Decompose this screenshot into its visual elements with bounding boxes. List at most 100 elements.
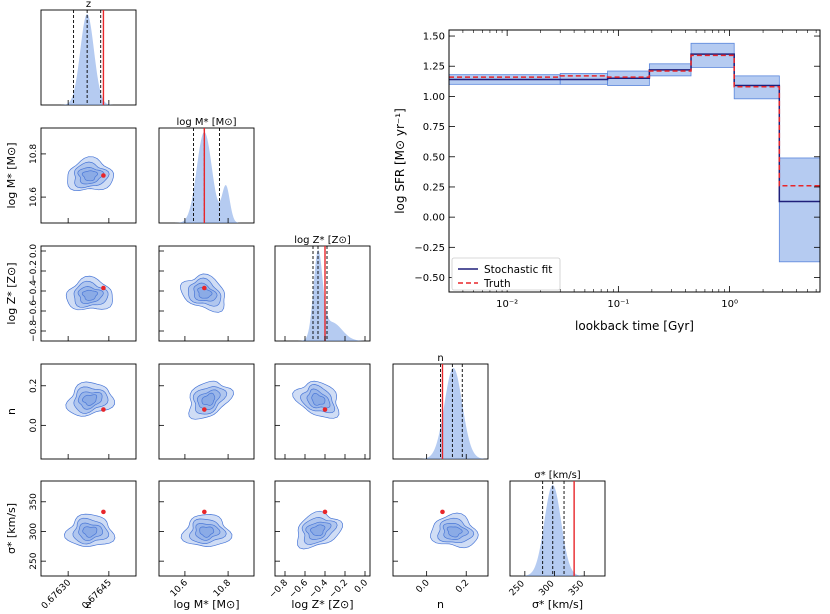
contour-level-1: [292, 380, 340, 419]
x-tick-label-z: 0.67630: [40, 578, 74, 612]
pair-panel-n-sigma: 0.0 0.2: [392, 480, 489, 595]
x-tick-label-sigma: 300: [537, 579, 556, 598]
panel-frame: [274, 363, 371, 460]
pair-panel-logZ-n: [274, 363, 371, 460]
truth-point: [202, 509, 207, 515]
truth-point: [101, 509, 106, 515]
x-tick-label-logZ: 0.0: [353, 578, 370, 595]
pair-panel-logZ-sigma: −0.8−0.6−0.4−0.2 0.0: [268, 480, 371, 601]
panel-frame: [40, 363, 137, 460]
truth-point: [101, 173, 106, 178]
contour-level-2: [73, 280, 109, 308]
contour-level-2: [437, 517, 475, 544]
contour-level-2: [301, 517, 338, 545]
pair-panel-logM-sigma: 10.6 10.8: [158, 480, 255, 599]
marginal-panel-z: z: [40, 0, 137, 106]
panel-frame: [274, 480, 371, 577]
y-tick-label-n: 0.2: [29, 379, 39, 393]
truth-point: [202, 407, 207, 412]
y-axis-label: log SFR [M⊙ yr⁻¹]: [393, 108, 407, 214]
y-tick-label-logZ: 0.0: [29, 244, 39, 259]
contour-level-1: [67, 156, 115, 191]
x-tick-label: 10⁻¹: [607, 299, 629, 310]
y-tick-label: 1.50: [423, 32, 445, 43]
y-tick-label-sigma: 300: [29, 523, 39, 540]
marginal-title-logZ: log Z* [Z⊙]: [294, 235, 351, 246]
marginal-density-logM: [159, 132, 254, 223]
pair-panel-z-logM: 10.6 10.8: [29, 127, 137, 224]
y-tick-label: 1.00: [423, 92, 445, 103]
contour-level-4: [311, 392, 326, 406]
x-tick-label-n: 0.2: [454, 578, 471, 595]
y-tick-label-logZ: −0.8: [29, 320, 39, 342]
panel-frame: [40, 127, 137, 224]
x-axis-label: lookback time [Gyr]: [575, 319, 694, 333]
panel-frame: [392, 480, 489, 577]
pair-panel-logM-n: [158, 363, 255, 460]
contour-level-2: [192, 386, 228, 415]
x-axis-label-logZ: log Z* [Z⊙]: [291, 598, 353, 611]
legend-label: Stochastic fit: [484, 264, 552, 276]
contour-level-1: [63, 513, 116, 548]
truth-point: [101, 407, 106, 412]
y-tick-label: 1.25: [423, 62, 445, 73]
contour-level-3: [195, 523, 221, 541]
uncertainty-band-bin: [778, 157, 821, 263]
panel-frame: [158, 480, 255, 577]
contour-level-4: [81, 289, 98, 301]
pair-panel-logM-logZ: [158, 245, 255, 342]
x-tick-label-logM: 10.8: [212, 578, 233, 599]
contour-level-3: [196, 389, 221, 410]
pair-panel-z-n: 0.0 0.2: [29, 363, 137, 460]
y-tick-label: 0.25: [423, 182, 445, 193]
x-axis-label-sigma: σ* [km/s]: [532, 598, 583, 611]
contour-level-1: [188, 380, 234, 420]
y-tick-label-logM: 10.6: [29, 187, 39, 207]
y-tick-label-n: 0.0: [29, 418, 39, 433]
x-tick-label: 10⁰: [721, 299, 738, 310]
contour-level-4: [201, 392, 216, 406]
panel-frame: [40, 245, 137, 342]
panel-frame: [158, 245, 255, 342]
y-axis-label-n: n: [5, 408, 18, 415]
y-tick-label-logZ: −0.2: [29, 260, 39, 282]
y-axis-label-sigma: σ* [km/s]: [5, 503, 18, 554]
truth-point: [322, 509, 328, 515]
y-tick-label-sigma: 350: [29, 493, 39, 510]
contour-level-4: [82, 526, 98, 538]
y-tick-label: 0.75: [423, 122, 445, 133]
y-tick-label-logZ: −0.6: [29, 300, 39, 322]
marginal-panel-logZ: log Z* [Z⊙]: [274, 235, 371, 342]
contour-level-4: [197, 287, 213, 299]
marginal-density-sigma: [510, 485, 605, 576]
marginal-panel-logM: log M* [M⊙]: [158, 117, 255, 224]
sfh-plot: −0.50 −0.25 0.00 0.25 0.50 0.75 1.00 1.25 1.50 10…: [393, 29, 821, 333]
marginal-panel-n: n: [392, 353, 489, 460]
y-tick-label-logZ: −0.4: [29, 280, 39, 302]
contour-level-3: [77, 391, 103, 410]
legend: Stochastic fit Truth: [451, 257, 561, 291]
x-tick-label-sigma: 250: [508, 579, 527, 598]
contour-level-3: [77, 286, 104, 305]
y-axis-label-logM: log M* [M⊙]: [5, 142, 18, 208]
series-line-truth: [449, 54, 820, 187]
truth-point: [440, 509, 445, 515]
y-tick-label-logM: 10.8: [29, 144, 39, 164]
truth-point: [202, 285, 207, 291]
contour-level-4: [81, 394, 98, 406]
x-axis-label-z: z: [86, 598, 92, 611]
truth-point: [322, 407, 328, 412]
marginal-panel-sigma: σ* [km/s] 250 300 350: [508, 470, 606, 598]
panel-frame: [40, 480, 137, 577]
pair-panel-z-logZ: −0.8−0.6−0.4−0.20.0: [29, 244, 137, 342]
legend-box: [451, 257, 561, 291]
truth-point: [101, 285, 106, 291]
contour-level-3: [442, 523, 469, 540]
contour-level-4: [199, 526, 215, 538]
marginal-title-z: z: [86, 0, 91, 10]
x-tick-label: 10⁻²: [496, 299, 518, 310]
contour-level-1: [65, 275, 113, 311]
x-axis-label-n: n: [437, 598, 444, 611]
